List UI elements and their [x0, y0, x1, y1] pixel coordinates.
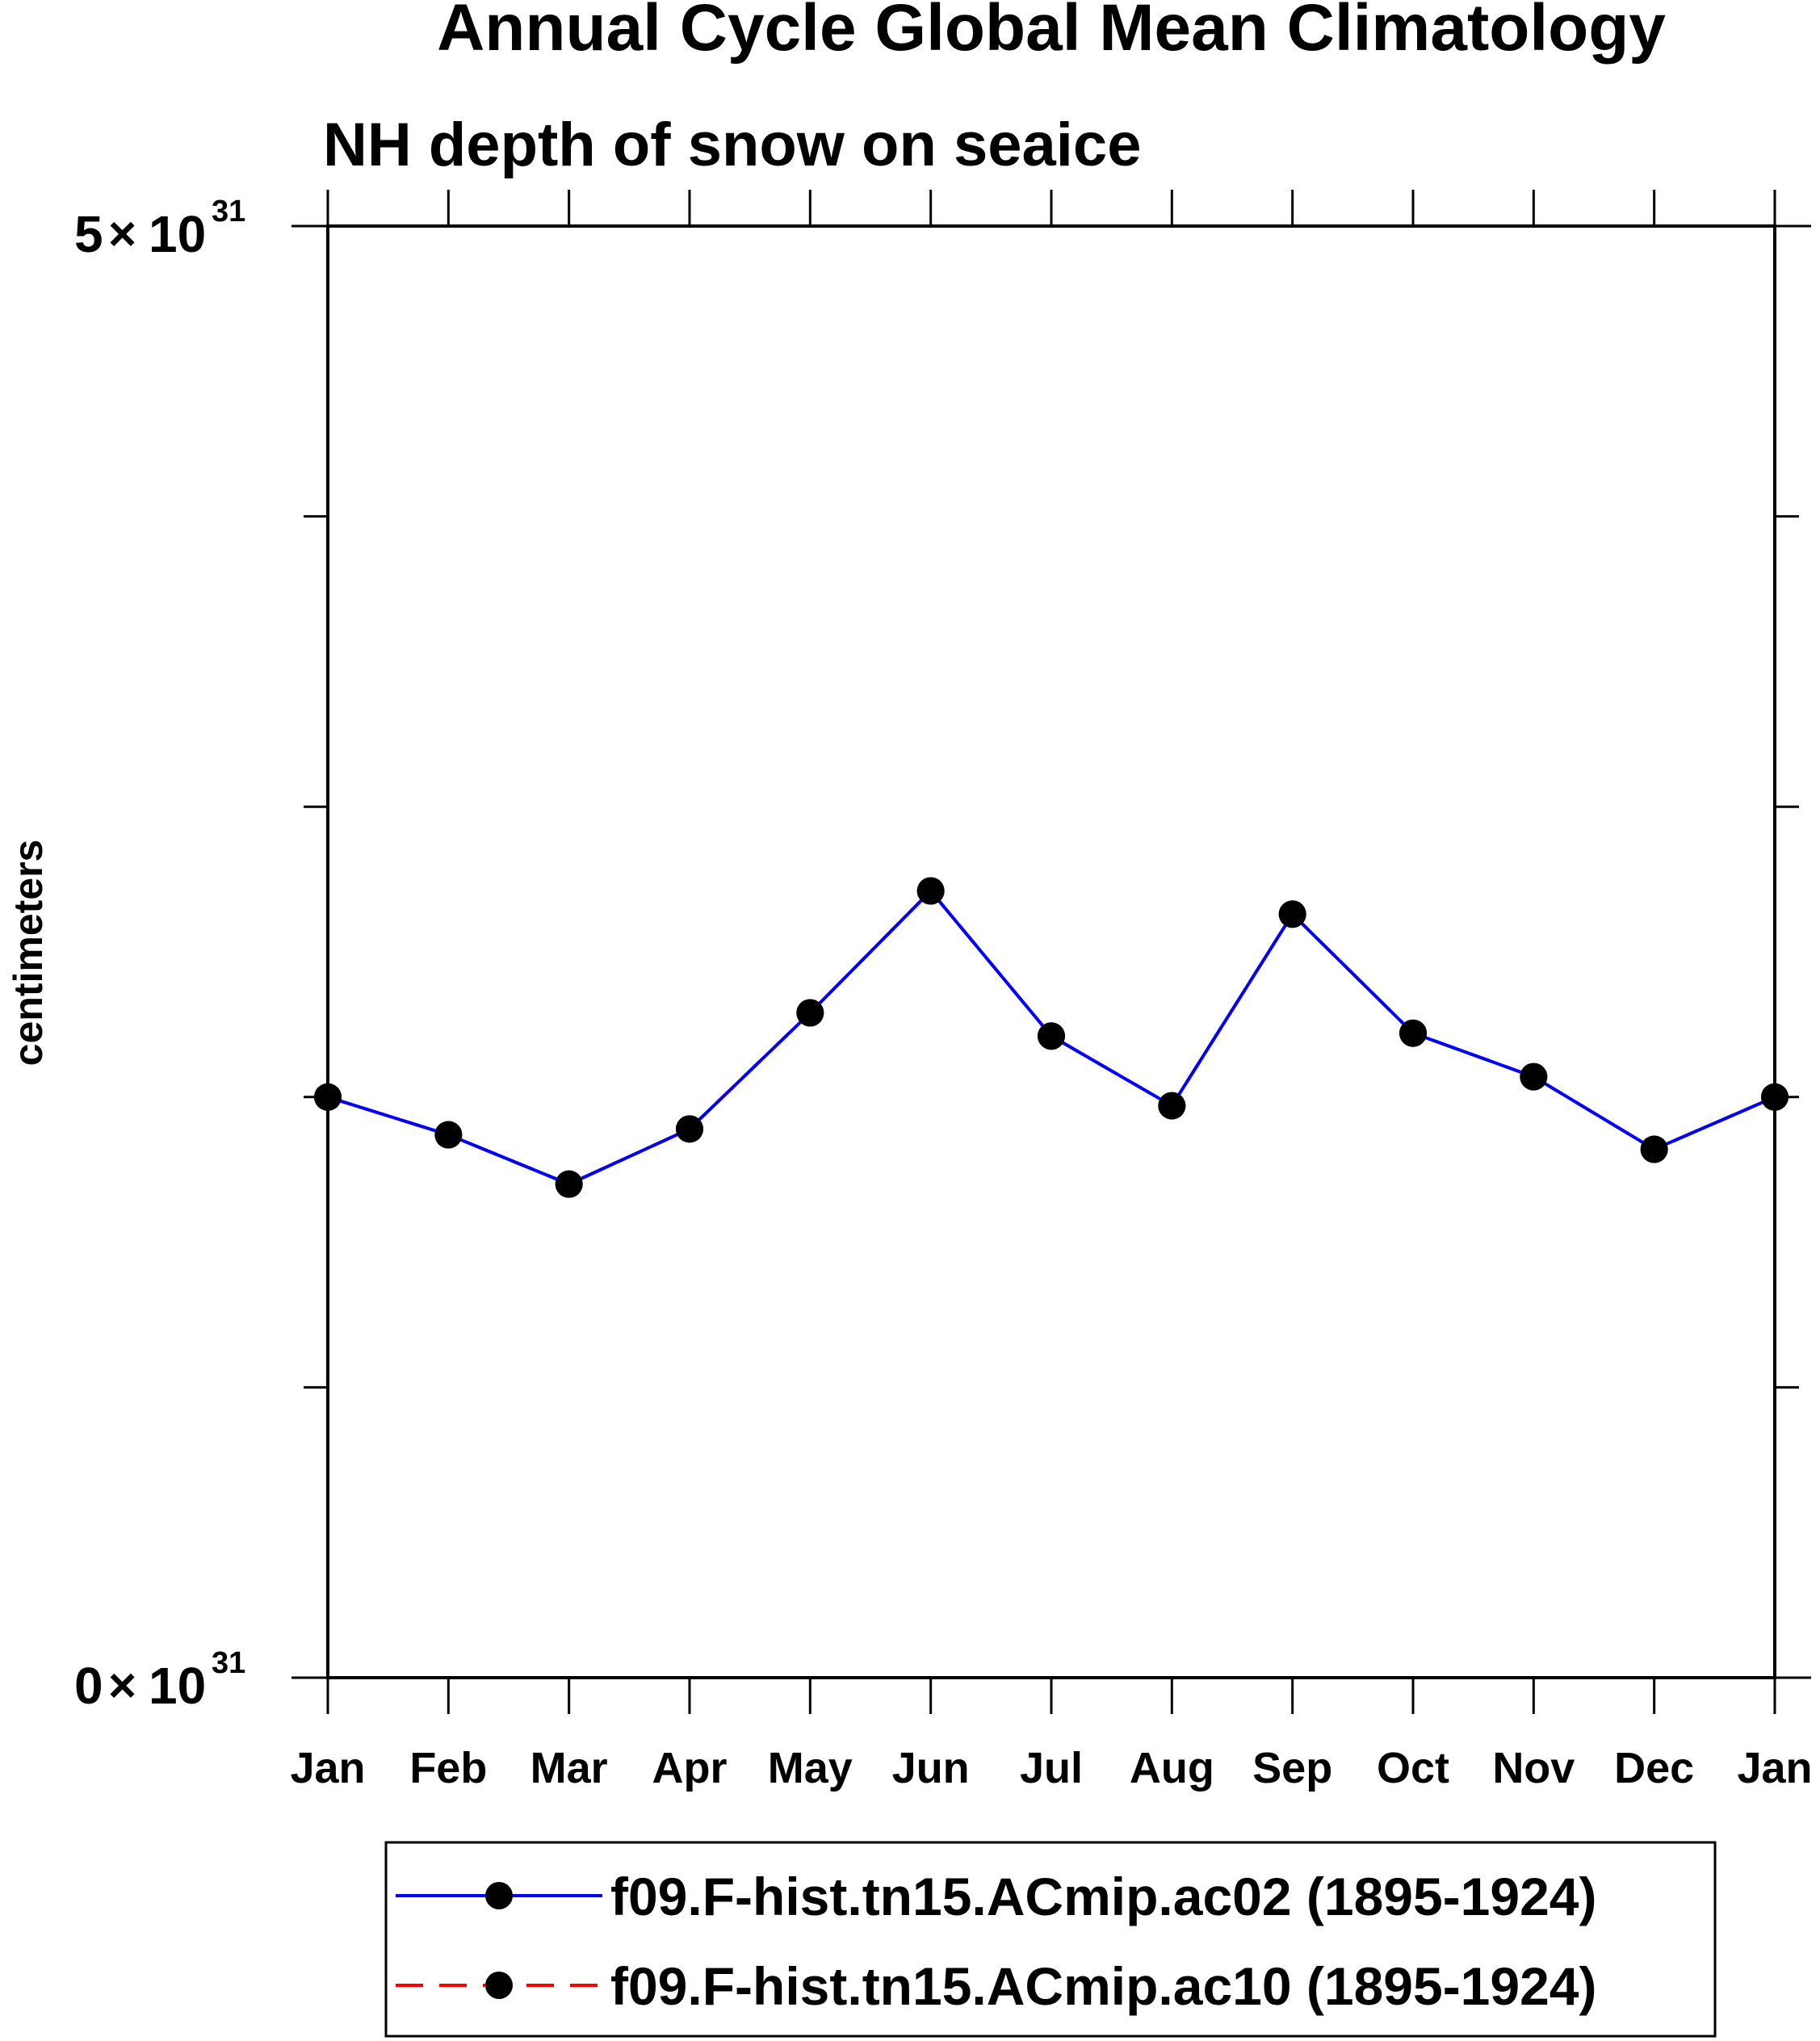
x-tick-label: Mar	[530, 1744, 608, 1792]
data-point	[1399, 1019, 1427, 1047]
data-point	[1640, 1135, 1668, 1163]
y-tick-exponent: 31	[212, 195, 245, 228]
y-tick-times: ×	[108, 1658, 136, 1712]
x-tick-label: Jan	[1737, 1744, 1812, 1792]
data-point	[796, 999, 824, 1027]
y-axis-label: centimeters	[6, 840, 51, 1067]
data-point	[1520, 1062, 1548, 1091]
x-tick-labels: Jan Feb Mar Apr May Jun Jul Aug Sep Oct Nov Dec Jan	[290, 1744, 1812, 1792]
legend-marker	[485, 1882, 513, 1909]
y-tick-base: 10	[149, 1657, 206, 1715]
chart-title: Annual Cycle Global Mean Climatology	[437, 0, 1666, 65]
x-tick-label: Apr	[652, 1744, 728, 1792]
x-tick-label: Sep	[1252, 1744, 1332, 1792]
y-tick-labels: 5 × 10 310 × 10 31	[74, 195, 245, 1715]
legend: f09.F-hist.tn15.ACmip.ac02 (1895-1924) f0…	[384, 1841, 1717, 2038]
legend-marker	[485, 1972, 513, 1999]
y-tick-times: ×	[108, 207, 136, 261]
data-point	[555, 1170, 583, 1198]
data-point	[676, 1115, 703, 1143]
x-tick-label: Aug	[1130, 1744, 1214, 1792]
x-tick-label: May	[768, 1744, 853, 1792]
y-tick-base: 10	[149, 205, 206, 263]
legend-label: f09.F-hist.tn15.ACmip.ac02 (1895-1924)	[610, 1867, 1596, 1926]
y-tick-label: 5 × 10 31	[74, 195, 245, 263]
x-tick-label: Oct	[1377, 1744, 1449, 1792]
plot-frame	[326, 224, 1776, 1679]
y-tick-exponent: 31	[212, 1646, 245, 1680]
y-tick-mantissa: 0	[74, 1657, 103, 1715]
x-tick-label: Feb	[409, 1744, 487, 1792]
data-point	[1038, 1022, 1065, 1050]
axis-ticks	[291, 190, 1811, 1714]
data-point	[1278, 900, 1306, 928]
y-tick-mantissa: 5	[74, 205, 103, 263]
data-point	[434, 1121, 463, 1149]
x-tick-label: Nov	[1492, 1744, 1575, 1792]
y-tick-label: 0 × 10 31	[74, 1646, 245, 1715]
x-tick-label: Jul	[1020, 1744, 1083, 1792]
x-tick-label: Jan	[290, 1744, 365, 1792]
legend-label: f09.F-hist.tn15.ACmip.ac10 (1895-1924)	[610, 1956, 1596, 2016]
chart-subtitle: NH depth of snow on seaice	[323, 111, 1141, 179]
data-point	[1158, 1092, 1186, 1120]
data-point	[916, 877, 945, 905]
series-layer	[314, 877, 1789, 1198]
data-point	[1761, 1083, 1789, 1111]
legend-box	[384, 1841, 1717, 2038]
data-point	[314, 1083, 342, 1111]
x-tick-label: Dec	[1614, 1744, 1694, 1792]
x-tick-label: Jun	[892, 1744, 970, 1792]
